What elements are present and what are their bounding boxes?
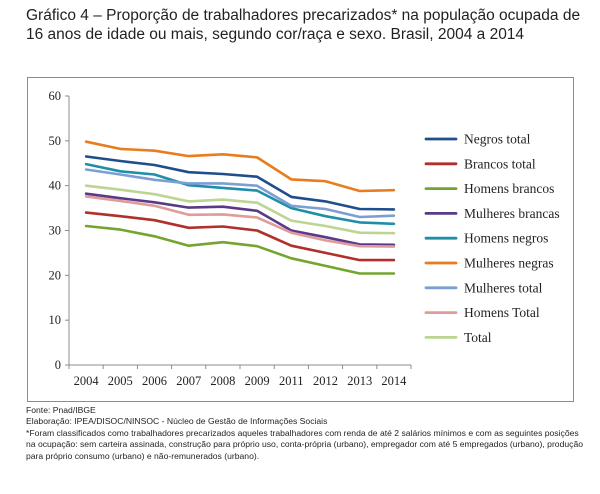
legend-label-brancos-total: Brancos total [464, 156, 536, 171]
footnote: *Foram classificados como trabalhadores … [26, 427, 583, 461]
line-chart: 0 10 20 30 40 50 60 2004 2005 2006 2007 2008 2009 201… [49, 89, 560, 388]
y-tick-label: 0 [55, 358, 61, 372]
x-tick-label: 2004 [74, 374, 100, 388]
x-tick-label: 2007 [176, 374, 201, 388]
legend-label-mulheres-total: Mulheres total [464, 280, 543, 295]
chart-frame: 0 10 20 30 40 50 60 2004 2005 2006 2007 2008 2009 201… [27, 77, 574, 402]
x-tick-label: 2006 [142, 374, 167, 388]
y-tick-label: 40 [49, 179, 62, 193]
x-tick-label: 2008 [210, 374, 235, 388]
y-tick-label: 50 [49, 134, 62, 148]
series-layer [84, 140, 396, 275]
series-line-mulheres-negras [84, 140, 396, 193]
series-line-homens-brancos [84, 224, 396, 275]
y-tick-label: 30 [49, 224, 62, 238]
series-line-mulheres-brancas [84, 192, 396, 247]
axes: 0 10 20 30 40 50 60 2004 2005 2006 2007 2008 2009 201… [49, 89, 412, 388]
series-line-mulheres-total [84, 168, 396, 219]
series-line-negros-total [84, 155, 396, 211]
x-tick-label: 2014 [381, 374, 407, 388]
y-tick-label: 20 [49, 268, 62, 282]
legend-label-homens-brancos: Homens brancos [464, 181, 554, 196]
chart-title: Gráfico 4 – Proporção de trabalhadores p… [26, 7, 581, 43]
series-line-total [84, 184, 396, 235]
legend-label-homens-negros: Homens negros [464, 231, 548, 246]
legend-label-mulheres-brancas: Mulheres brancas [464, 206, 560, 221]
series-line-homens-total [84, 195, 396, 248]
series-line-brancos-total [84, 211, 396, 262]
legend-label-homens-total: Homens Total [464, 305, 540, 320]
legend-label-mulheres-negras: Mulheres negras [464, 256, 554, 271]
source-note: Fonte: Pnad/IBGE [26, 405, 96, 415]
legend: Negros total Brancos total Homens brancos M… [424, 132, 560, 345]
legend-label-total: Total [464, 330, 492, 345]
x-tick-label: 2012 [313, 374, 338, 388]
x-tick-label: 2013 [347, 374, 372, 388]
x-tick-label: 2011 [279, 374, 304, 388]
legend-label-negros-total: Negros total [464, 132, 531, 147]
chart-notes: Fonte: Pnad/IBGE Elaboração: IPEA/DISOC/… [26, 405, 586, 462]
elaboration-note: Elaboração: IPEA/DISOC/NINSOC - Núcleo d… [26, 416, 328, 427]
x-tick-label: 2005 [108, 374, 133, 388]
y-tick-label: 10 [49, 313, 62, 327]
x-tick-label: 2009 [245, 374, 270, 388]
y-tick-label: 60 [49, 89, 62, 103]
series-line-homens-negros [84, 162, 396, 226]
